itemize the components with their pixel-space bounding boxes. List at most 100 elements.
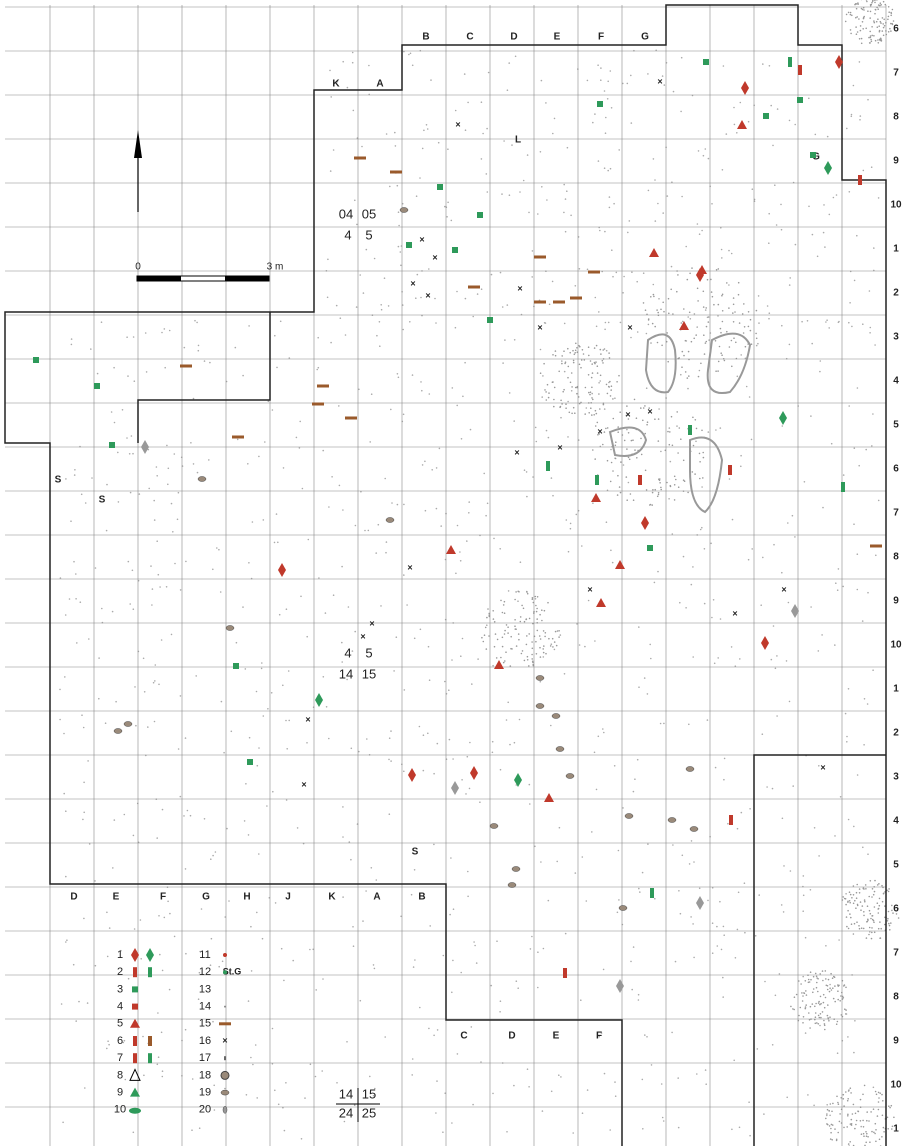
find-dot [871,41,873,43]
row-label: 1 [893,1124,899,1135]
find-dot [685,607,687,609]
find-dot [723,926,725,928]
find-dot [532,598,534,600]
find-dot [854,280,856,282]
scale-bar [137,276,181,281]
find-dot [856,235,858,237]
symbol-square [487,317,493,323]
find-dot [704,353,706,355]
find-dot [258,456,260,458]
find-dot [888,891,890,893]
find-dot [261,668,263,670]
find-dot [433,1035,435,1037]
find-dot [540,861,542,863]
find-dot [590,407,592,409]
find-dot [746,386,748,388]
find-dot [869,332,871,334]
find-dot [451,659,453,661]
find-dot [65,810,67,812]
find-dot [607,170,609,172]
find-dot [626,476,628,478]
find-dot [604,167,606,169]
find-dot [859,38,861,40]
find-dot [491,274,493,276]
find-dot [356,306,358,308]
find-dot [595,425,597,427]
column-label: A [376,79,383,90]
find-dot [83,812,85,814]
find-dot [657,342,659,344]
column-label: B [422,32,429,43]
find-dot [884,25,886,27]
find-dot [672,533,674,535]
find-dot [847,910,849,912]
column-label: E [113,892,120,903]
find-dot [867,1136,869,1138]
find-dot [782,425,784,427]
find-dot [757,343,759,345]
find-dot [740,466,742,468]
find-dot [882,23,884,25]
find-dot [743,332,745,334]
find-dot [856,884,858,886]
find-dot [162,970,164,972]
find-dot [875,1123,877,1125]
find-dot [672,844,674,846]
find-dot [536,441,538,443]
find-dot [580,999,582,1001]
find-dot [843,1098,845,1100]
find-dot [839,1121,841,1123]
find-dot [749,808,751,810]
find-dot [699,233,701,235]
find-dot [215,851,217,853]
find-dot [873,1108,875,1110]
find-dot [523,608,525,610]
letter: S [99,495,106,506]
find-dot [832,987,834,989]
find-dot [594,458,596,460]
find-dot [678,486,680,488]
find-dot [758,295,760,297]
find-dot [526,591,528,593]
find-dot [425,510,427,512]
find-dot [566,519,568,521]
find-dot [828,327,830,329]
find-dot [646,489,648,491]
find-dot [427,733,429,735]
find-dot [673,91,675,93]
find-dot [528,633,530,635]
find-dot [626,499,628,501]
find-dot [126,437,128,439]
find-dot [642,1128,644,1130]
find-dot [876,0,878,1]
find-dot [411,1074,413,1076]
find-dot [638,686,640,688]
find-dot [651,1064,653,1066]
find-dot [827,989,829,991]
find-dot [752,188,754,190]
find-dot [707,719,709,721]
find-dot [95,965,97,967]
square-label: 5 [365,227,372,242]
find-dot [634,399,636,401]
find-dot [887,1128,889,1130]
find-dot [833,197,835,199]
find-dot [772,145,774,147]
find-dot [545,653,547,655]
find-dot [261,662,263,664]
find-dot [874,891,876,893]
find-dot [154,519,156,521]
find-dot [820,1017,822,1019]
find-dot [597,365,599,367]
column-label: H [243,892,250,903]
find-dot [286,748,288,750]
find-dot [500,600,502,602]
find-dot [882,1115,884,1117]
find-dot [817,991,819,993]
symbol-square [132,1004,138,1010]
find-dot [822,507,824,509]
find-dot [657,203,659,205]
find-dot [154,721,156,723]
find-dot [609,207,611,209]
find-dot [80,601,82,603]
